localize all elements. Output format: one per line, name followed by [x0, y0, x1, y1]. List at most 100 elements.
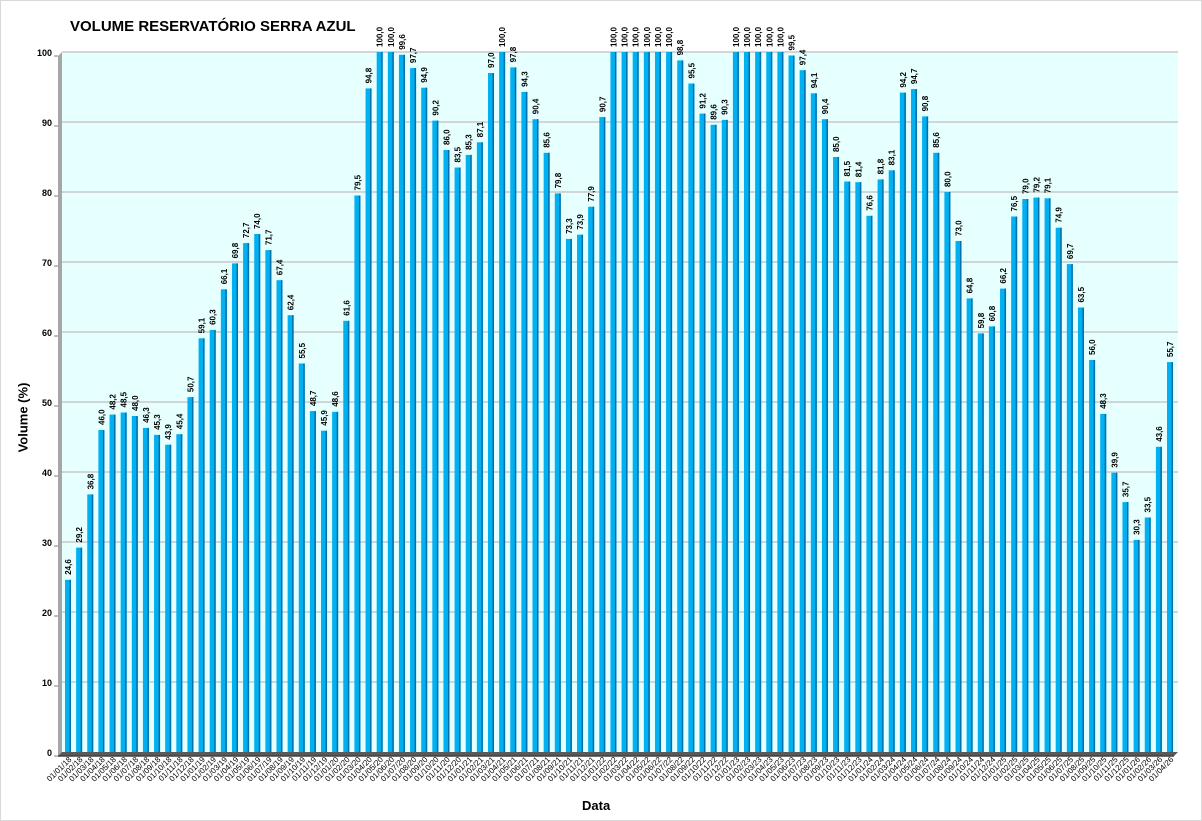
data-label: 66,2 — [999, 267, 1008, 283]
bar — [821, 119, 828, 752]
bar — [577, 234, 584, 752]
data-label: 100,0 — [609, 26, 618, 47]
bar — [688, 83, 695, 752]
bar-shade — [759, 52, 762, 752]
data-label: 67,4 — [275, 259, 284, 275]
bar-shade — [358, 195, 361, 752]
data-label: 79,1 — [1044, 177, 1053, 193]
bar-shade — [91, 494, 94, 752]
bar — [621, 52, 628, 752]
y-tick-label: 90 — [42, 118, 52, 128]
bar-shade — [102, 430, 105, 752]
bar — [65, 579, 71, 752]
bar-shade — [1060, 227, 1062, 752]
bar-shade — [136, 416, 138, 752]
data-label: 100,0 — [632, 26, 641, 47]
data-label: 81,5 — [843, 160, 852, 176]
data-label: 48,7 — [309, 390, 318, 406]
bar — [87, 494, 94, 752]
data-label: 100,0 — [643, 26, 652, 47]
bar-shade — [870, 215, 873, 753]
data-label: 74,9 — [1055, 207, 1064, 223]
bar-shade — [1026, 199, 1029, 752]
bar-shade — [314, 411, 316, 752]
data-label: 48,2 — [109, 393, 118, 409]
data-label: 94,2 — [899, 71, 908, 87]
bar-shade — [726, 119, 728, 752]
bar — [376, 52, 383, 752]
bar-shade — [1126, 502, 1129, 752]
bar — [142, 427, 149, 752]
data-label: 81,4 — [854, 161, 863, 177]
bar — [354, 195, 361, 752]
bar-shade — [648, 52, 650, 752]
data-label: 48,3 — [1099, 393, 1108, 409]
bar-shade — [692, 83, 695, 752]
bar-shade — [325, 430, 328, 752]
bar — [877, 179, 884, 752]
data-label: 64,8 — [966, 277, 975, 293]
bar — [677, 60, 684, 752]
data-label: 98,8 — [676, 39, 685, 55]
bar-shade — [180, 434, 183, 752]
bar-shade — [715, 124, 717, 753]
data-label: 90,7 — [598, 96, 607, 112]
data-label: 46,0 — [97, 409, 106, 425]
bar — [1155, 446, 1162, 752]
data-label: 80,0 — [943, 171, 952, 187]
bar-shade — [592, 206, 595, 752]
y-tick-label: 0 — [47, 748, 52, 758]
data-label: 33,5 — [1144, 496, 1153, 512]
bar-shade — [859, 182, 862, 752]
bar-shade — [303, 363, 305, 752]
data-label: 35,7 — [1121, 481, 1130, 497]
plot-floor — [58, 752, 1178, 756]
bar-shade — [525, 91, 528, 752]
y-axis-label: Volume (%) — [15, 382, 31, 453]
bar-shade — [392, 52, 394, 752]
y-tick-label: 60 — [42, 328, 52, 338]
bar-shade — [926, 116, 929, 752]
bar-shade — [748, 52, 751, 752]
bar — [1033, 197, 1040, 753]
bar-shade — [971, 298, 973, 752]
bar-shade — [537, 119, 539, 752]
data-label: 60,8 — [988, 305, 997, 321]
data-label: 45,3 — [153, 414, 162, 430]
bar — [788, 55, 795, 752]
data-label: 100,0 — [754, 26, 763, 47]
bar-shade — [703, 113, 706, 753]
data-label: 83,5 — [454, 146, 463, 162]
x-axis-label: Data — [582, 798, 611, 813]
bar — [231, 263, 238, 752]
bar-shade — [269, 250, 272, 752]
data-label: 69,7 — [1066, 243, 1075, 259]
bar-shade — [848, 181, 851, 752]
bar — [332, 411, 339, 752]
bar — [710, 124, 717, 753]
bar — [154, 434, 161, 752]
bar-shade — [1093, 360, 1096, 752]
bar-shade — [626, 52, 628, 752]
bar — [1133, 539, 1140, 752]
data-label: 59,1 — [198, 317, 207, 333]
data-label: 85,6 — [932, 132, 941, 148]
bar — [120, 412, 127, 752]
bar — [276, 280, 283, 752]
data-label: 91,2 — [698, 92, 707, 108]
data-label: 100,0 — [732, 26, 741, 47]
data-label: 48,6 — [331, 391, 340, 407]
bar — [1011, 216, 1018, 752]
bar — [432, 120, 439, 753]
bar-shade — [447, 150, 450, 752]
data-label: 100,0 — [743, 26, 752, 47]
data-label: 85,3 — [465, 134, 474, 150]
bar-shade — [470, 154, 472, 752]
bar — [988, 326, 995, 752]
bar-shade — [414, 68, 417, 753]
bar — [1100, 413, 1107, 752]
data-label: 39,9 — [1110, 452, 1119, 468]
data-label: 77,9 — [587, 186, 596, 202]
bar-shade — [191, 397, 194, 752]
